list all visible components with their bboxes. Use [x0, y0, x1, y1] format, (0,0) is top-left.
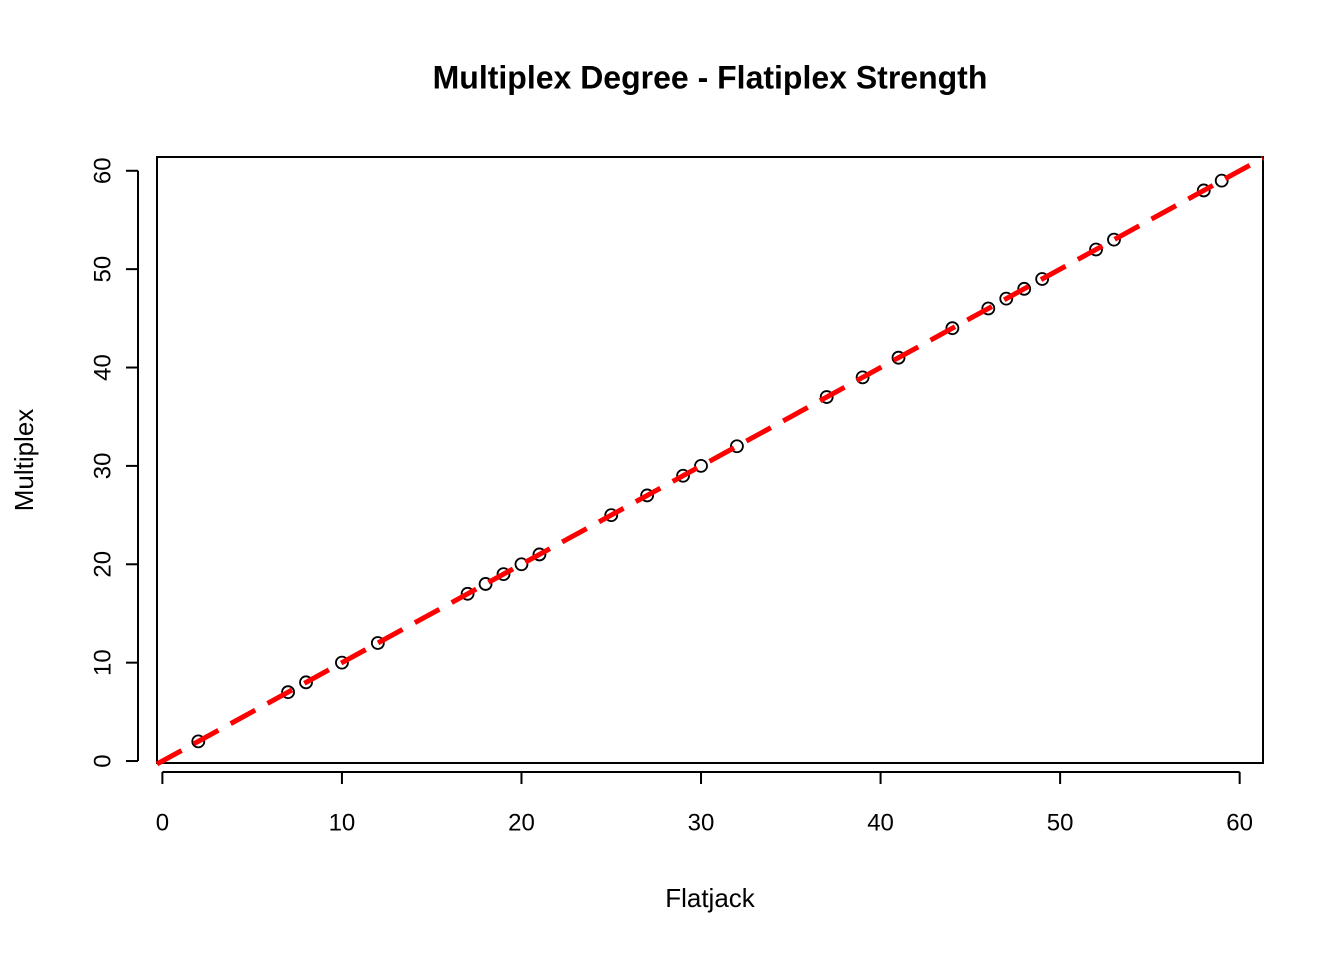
point [1035, 272, 1050, 286]
point [1089, 242, 1103, 257]
y-axis-label: Multiplex [9, 409, 39, 512]
point [1214, 173, 1229, 188]
point [478, 577, 493, 591]
y-tick-label: 40 [89, 354, 116, 381]
point [191, 734, 206, 749]
x-tick-label: 0 [156, 809, 169, 836]
x-tick-label: 30 [688, 809, 715, 836]
point [1196, 183, 1211, 198]
point [945, 321, 960, 336]
point [496, 567, 511, 582]
point [694, 459, 708, 473]
point [640, 488, 655, 503]
chart-title: Multiplex Degree - Flatiplex Strength [433, 59, 988, 95]
x-tick-label: 50 [1047, 809, 1074, 836]
y-tick-label: 50 [89, 256, 116, 283]
reference-line [155, 155, 1265, 767]
point [460, 586, 475, 601]
point [981, 301, 996, 316]
point [335, 655, 349, 670]
point [604, 508, 619, 522]
point [819, 390, 834, 404]
point [1017, 281, 1032, 296]
x-tick-label: 20 [508, 809, 535, 836]
point [281, 685, 295, 700]
x-tick-label: 10 [329, 809, 356, 836]
point [370, 636, 385, 650]
point [1107, 232, 1121, 247]
y-tick-label: 0 [89, 754, 116, 767]
x-tick-label: 40 [867, 809, 894, 836]
point [514, 557, 529, 572]
x-tick-label: 60 [1226, 809, 1253, 836]
point [999, 291, 1014, 306]
y-tick-label: 10 [89, 649, 116, 676]
x-axis-label: Flatjack [665, 883, 756, 913]
point [891, 350, 906, 365]
point [532, 547, 547, 562]
point [855, 370, 870, 385]
y-tick-label: 20 [89, 551, 116, 578]
point [730, 439, 744, 454]
y-tick-label: 30 [89, 453, 116, 480]
point [299, 675, 313, 690]
y-tick-label: 60 [89, 157, 116, 184]
plot-frame [156, 156, 1264, 764]
point [676, 468, 690, 483]
